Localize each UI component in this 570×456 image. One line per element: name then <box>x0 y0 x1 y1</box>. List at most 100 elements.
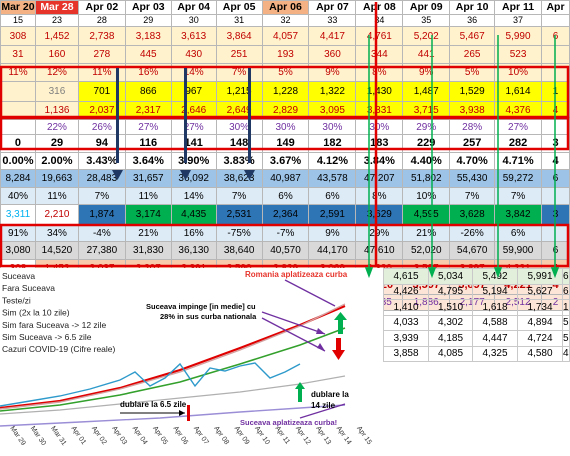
table-cell <box>541 45 570 64</box>
table-cell: 160 <box>34 45 79 64</box>
table-cell: 1,614 <box>494 81 542 102</box>
table-cell: 29% <box>355 224 404 242</box>
table-cell: 40,987 <box>261 169 310 188</box>
table-cell: 3.84% <box>355 152 404 170</box>
table-cell: 38,623 <box>215 169 263 188</box>
table-cell: 1,874 <box>77 204 126 225</box>
table-cell: 3 <box>541 204 570 225</box>
table-cell: 30 <box>170 14 217 27</box>
table-cell: 3,842 <box>494 204 542 225</box>
table-cell: 37 <box>494 14 542 27</box>
marker-red-small <box>187 405 190 421</box>
table-cell: 2,591 <box>308 204 357 225</box>
projection-cell: 4,426 <box>383 283 429 300</box>
table-cell: 3,311 <box>0 204 36 225</box>
projection-cell: 4,795 <box>428 283 473 300</box>
table-cell: 182 <box>308 134 357 153</box>
projection-cell: 4,580 <box>517 345 563 362</box>
table-cell: 441 <box>402 45 451 64</box>
table-cell: 3 <box>541 134 570 153</box>
table-cell: 0.00% <box>0 152 36 170</box>
table-cell: Apr 07 <box>308 0 357 15</box>
annotation-romania: Romania aplatizeaza curba <box>245 270 348 279</box>
table-cell: 36,092 <box>170 169 217 188</box>
table-cell: 30% <box>261 119 310 135</box>
table-cell: 430 <box>170 45 217 64</box>
projection-cell: 1 <box>562 299 570 316</box>
table-cell: 2,738 <box>77 26 126 46</box>
table-row: 308 1,452 2,738 3,183 3,613 3,864 4,057 4,417 4,… <box>0 26 570 46</box>
table-cell: 4 <box>541 152 570 170</box>
table-cell: 193 <box>261 45 310 64</box>
table-cell: 30% <box>308 119 357 135</box>
projection-cell: 3,858 <box>383 345 429 362</box>
table-cell: 1,228 <box>261 81 310 102</box>
table-row: 1,136 2,037 2,317 2,646 2,649 2,829 3,095 3,331… <box>0 101 570 120</box>
table-cell: 4,057 <box>261 26 310 46</box>
table-cell: 59,900 <box>494 241 542 260</box>
table-cell: 26% <box>77 119 126 135</box>
table-cell: 2,646 <box>170 101 217 120</box>
table-cell: 1,136 <box>34 101 79 120</box>
annotation-suceava-aplatizeaza: Suceava aplatizeaza curba! <box>240 418 337 427</box>
trend-chart: Suceava Fara Suceava Teste/zi Sim (2x la 10… <box>0 268 383 456</box>
table-cell: 5% <box>449 63 496 82</box>
table-cell: 2,210 <box>34 204 79 225</box>
table-cell: 3,613 <box>170 26 217 46</box>
table-cell: 183 <box>355 134 404 153</box>
table-cell: 47,610 <box>355 241 404 260</box>
table-cell: 6 <box>541 169 570 188</box>
projection-cell: 4,588 <box>472 314 518 331</box>
table-cell: 148 <box>215 134 263 153</box>
arrow-suceava-aplat <box>299 403 346 419</box>
projection-row: 3,939 4,185 4,447 4,724 5 <box>383 330 570 347</box>
projection-cell: 5,492 <box>472 268 518 285</box>
projection-cell: 6 <box>562 283 570 300</box>
table-cell: 44,170 <box>308 241 357 260</box>
table-cell: 11% <box>34 187 79 205</box>
table-cell: 4,417 <box>308 26 357 46</box>
table-cell: 38,640 <box>215 241 263 260</box>
projection-cell: 4 <box>562 345 570 362</box>
table-cell: 1,529 <box>449 81 496 102</box>
table-cell: 3,715 <box>402 101 451 120</box>
table-row: 11% 12% 11% 16% 14% 7% 5% 9% 8% 9% 5% 10% <box>0 63 570 82</box>
projection-cell: 4,185 <box>428 330 473 347</box>
table-cell: 3,629 <box>355 204 404 225</box>
projection-cell: 1,410 <box>383 299 429 316</box>
table-cell: 360 <box>308 45 357 64</box>
table-cell: 27% <box>124 119 172 135</box>
table-cell: 3.67% <box>261 152 310 170</box>
table-cell: Apr 04 <box>170 0 217 15</box>
table-cell: 6 <box>541 26 570 46</box>
arrow-dublare-65-head <box>179 410 185 416</box>
marker-red-down <box>336 338 341 354</box>
table-cell <box>0 119 36 135</box>
table-cell: 3.90% <box>170 152 217 170</box>
projection-cell: 5 <box>562 314 570 331</box>
annotation-dublare-65: dublare la 6.5 zile <box>120 400 187 409</box>
table-cell: 1,487 <box>402 81 451 102</box>
table-cell: 11% <box>77 63 126 82</box>
projection-cell: 4,325 <box>472 345 518 362</box>
table-cell: 3,864 <box>215 26 263 46</box>
table-cell: 3,331 <box>355 101 404 120</box>
projection-row: 4,426 4,795 5,194 5,627 6 <box>383 283 570 300</box>
table-cell: 30% <box>215 119 263 135</box>
table-cell: Apr 06 <box>261 0 310 15</box>
table-cell: 1,215 <box>215 81 263 102</box>
table-cell: 28,483 <box>77 169 126 188</box>
series-sim-fara-line <box>0 327 346 412</box>
legend-entry: Sim (2x la 10 zile) <box>2 308 70 318</box>
table-row: 22% 26% 27% 27% 30% 30% 30% 30% 29% 28% 27% <box>0 119 570 135</box>
table-cell: 8% <box>355 63 404 82</box>
marker-red-down-head <box>332 350 345 360</box>
table-cell: 2,649 <box>215 101 263 120</box>
table-cell: Apr <box>541 0 570 15</box>
table-cell: 30% <box>355 119 404 135</box>
table-cell: 3,628 <box>449 204 496 225</box>
projection-cell: 5,627 <box>517 283 563 300</box>
table-cell: -26% <box>449 224 496 242</box>
marker-green-up <box>338 316 343 334</box>
table-cell: 9% <box>308 224 357 242</box>
